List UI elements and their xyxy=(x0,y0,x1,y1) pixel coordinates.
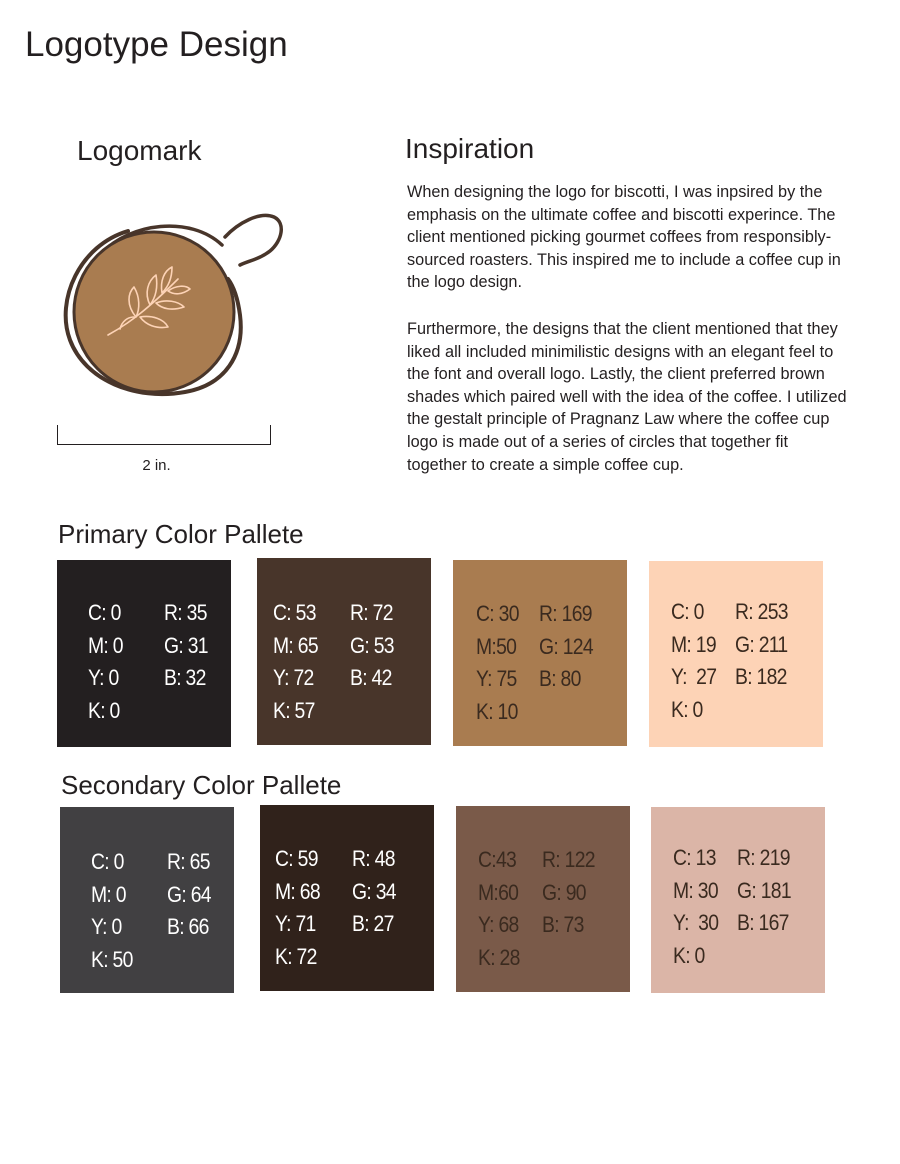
cup-inner-ring xyxy=(72,230,236,394)
swatch-g-value: G: 31 xyxy=(164,632,209,658)
primary-swatch-2: C: 53 M: 65 Y: 72 K: 57 R: 72 G: 53 B: 42 xyxy=(257,558,431,745)
swatch-c-value: C: 0 xyxy=(88,600,121,625)
primary-swatch-4: C: 0 M: 19 Y: 27 K: 0 R: 253 G: 211 B: 182 xyxy=(649,561,823,747)
swatch-k-value: K: 50 xyxy=(91,946,133,972)
swatch-m-value: M: 0 xyxy=(91,881,127,907)
secondary-swatch-3: C:43 M:60 Y: 68 K: 28 R: 122 G: 90 B: 73 xyxy=(456,806,630,992)
swatch-r-value: R: 35 xyxy=(164,600,207,625)
swatch-k-value: K: 10 xyxy=(476,698,518,724)
swatch-g-value: G: 124 xyxy=(539,633,594,659)
page-title: Logotype Design xyxy=(25,25,288,64)
swatch-c-value: C: 53 xyxy=(273,600,316,625)
swatch-g-value: G: 211 xyxy=(735,631,788,657)
swatch-g-value: G: 34 xyxy=(352,878,397,904)
swatch-r-value: R: 48 xyxy=(352,846,395,871)
swatch-r-value: R: 65 xyxy=(167,849,210,874)
swatch-m-value: M: 68 xyxy=(275,878,321,904)
swatch-y-value: Y: 72 xyxy=(273,665,314,690)
cup-fill xyxy=(74,232,234,392)
swatch-m-value: M: 19 xyxy=(671,631,717,657)
primary-swatch-3: C: 30 M:50 Y: 75 K: 10 R: 169 G: 124 B: 80 xyxy=(453,560,627,746)
swatch-b-value: B: 167 xyxy=(737,910,789,935)
swatch-m-value: M:60 xyxy=(478,879,519,905)
swatch-y-value: Y: 68 xyxy=(478,912,519,937)
swatch-k-value: K: 0 xyxy=(671,696,703,722)
saucer-ring xyxy=(63,229,243,397)
secondary-swatch-1: C: 0 M: 0 Y: 0 K: 50 R: 65 G: 64 B: 66 xyxy=(60,807,234,993)
swatch-b-value: B: 66 xyxy=(167,914,209,939)
swatch-c-value: C: 30 xyxy=(476,601,519,626)
swatch-r-value: R: 169 xyxy=(539,601,593,626)
swatch-r-value: R: 122 xyxy=(542,847,596,872)
secondary-swatch-4: C: 13 M: 30 Y: 30 K: 0 R: 219 G: 181 B: 167 xyxy=(651,807,825,993)
swatch-k-value: K: 57 xyxy=(273,697,315,723)
swatch-g-value: G: 181 xyxy=(737,877,792,903)
inspiration-paragraph-2: Furthermore, the designs that the client… xyxy=(407,320,847,474)
swatch-y-value: Y: 0 xyxy=(88,665,119,690)
scale-label: 2 in. xyxy=(142,457,171,474)
swatch-y-value: Y: 71 xyxy=(275,911,316,936)
swatch-b-value: B: 73 xyxy=(542,912,584,937)
inspiration-heading: Inspiration xyxy=(405,133,535,164)
swatch-m-value: M:50 xyxy=(476,633,517,659)
swatch-c-value: C: 13 xyxy=(673,845,716,870)
swatch-y-value: Y: 75 xyxy=(476,666,517,691)
swatch-k-value: K: 0 xyxy=(88,697,120,723)
swatch-k-value: K: 72 xyxy=(275,943,317,969)
swatch-b-value: B: 80 xyxy=(539,666,581,691)
swatch-c-value: C:43 xyxy=(478,847,517,872)
swatch-r-value: R: 219 xyxy=(737,845,791,870)
inspiration-paragraph-1: When designing the logo for biscotti, I … xyxy=(407,183,841,292)
swatch-g-value: G: 90 xyxy=(542,879,587,905)
swatch-y-value: Y: 30 xyxy=(673,910,719,935)
scale-bar xyxy=(57,425,271,445)
swatch-y-value: Y: 0 xyxy=(91,914,122,939)
coffee-cup-logo xyxy=(63,213,283,397)
swatch-m-value: M: 0 xyxy=(88,632,124,658)
swatch-b-value: B: 182 xyxy=(735,664,787,689)
swatch-r-value: R: 72 xyxy=(350,600,393,625)
swatch-c-value: C: 59 xyxy=(275,846,318,871)
swatch-y-value: Y: 27 xyxy=(671,664,717,689)
leaf-icon xyxy=(107,266,191,336)
swatch-b-value: B: 27 xyxy=(352,911,394,936)
swatch-m-value: M: 65 xyxy=(273,632,319,658)
swatch-m-value: M: 30 xyxy=(673,877,719,903)
cup-handle xyxy=(223,213,283,267)
swatch-b-value: B: 32 xyxy=(164,665,206,690)
swatch-c-value: C: 0 xyxy=(671,599,704,624)
swatch-g-value: G: 53 xyxy=(350,632,395,658)
swatch-r-value: R: 253 xyxy=(735,599,789,624)
primary-swatch-1: C: 0 M: 0 Y: 0 K: 0 R: 35 G: 31 B: 32 xyxy=(57,560,231,747)
logomark-heading: Logomark xyxy=(77,135,202,166)
swatch-b-value: B: 42 xyxy=(350,665,392,690)
swatch-k-value: K: 0 xyxy=(673,942,705,968)
secondary-palette-heading: Secondary Color Pallete xyxy=(61,770,342,800)
swatch-g-value: G: 64 xyxy=(167,881,212,907)
secondary-swatch-2: C: 59 M: 68 Y: 71 K: 72 R: 48 G: 34 B: 27 xyxy=(260,805,434,991)
swatch-c-value: C: 0 xyxy=(91,849,124,874)
swatch-k-value: K: 28 xyxy=(478,944,520,970)
primary-palette-heading: Primary Color Pallete xyxy=(58,519,304,549)
